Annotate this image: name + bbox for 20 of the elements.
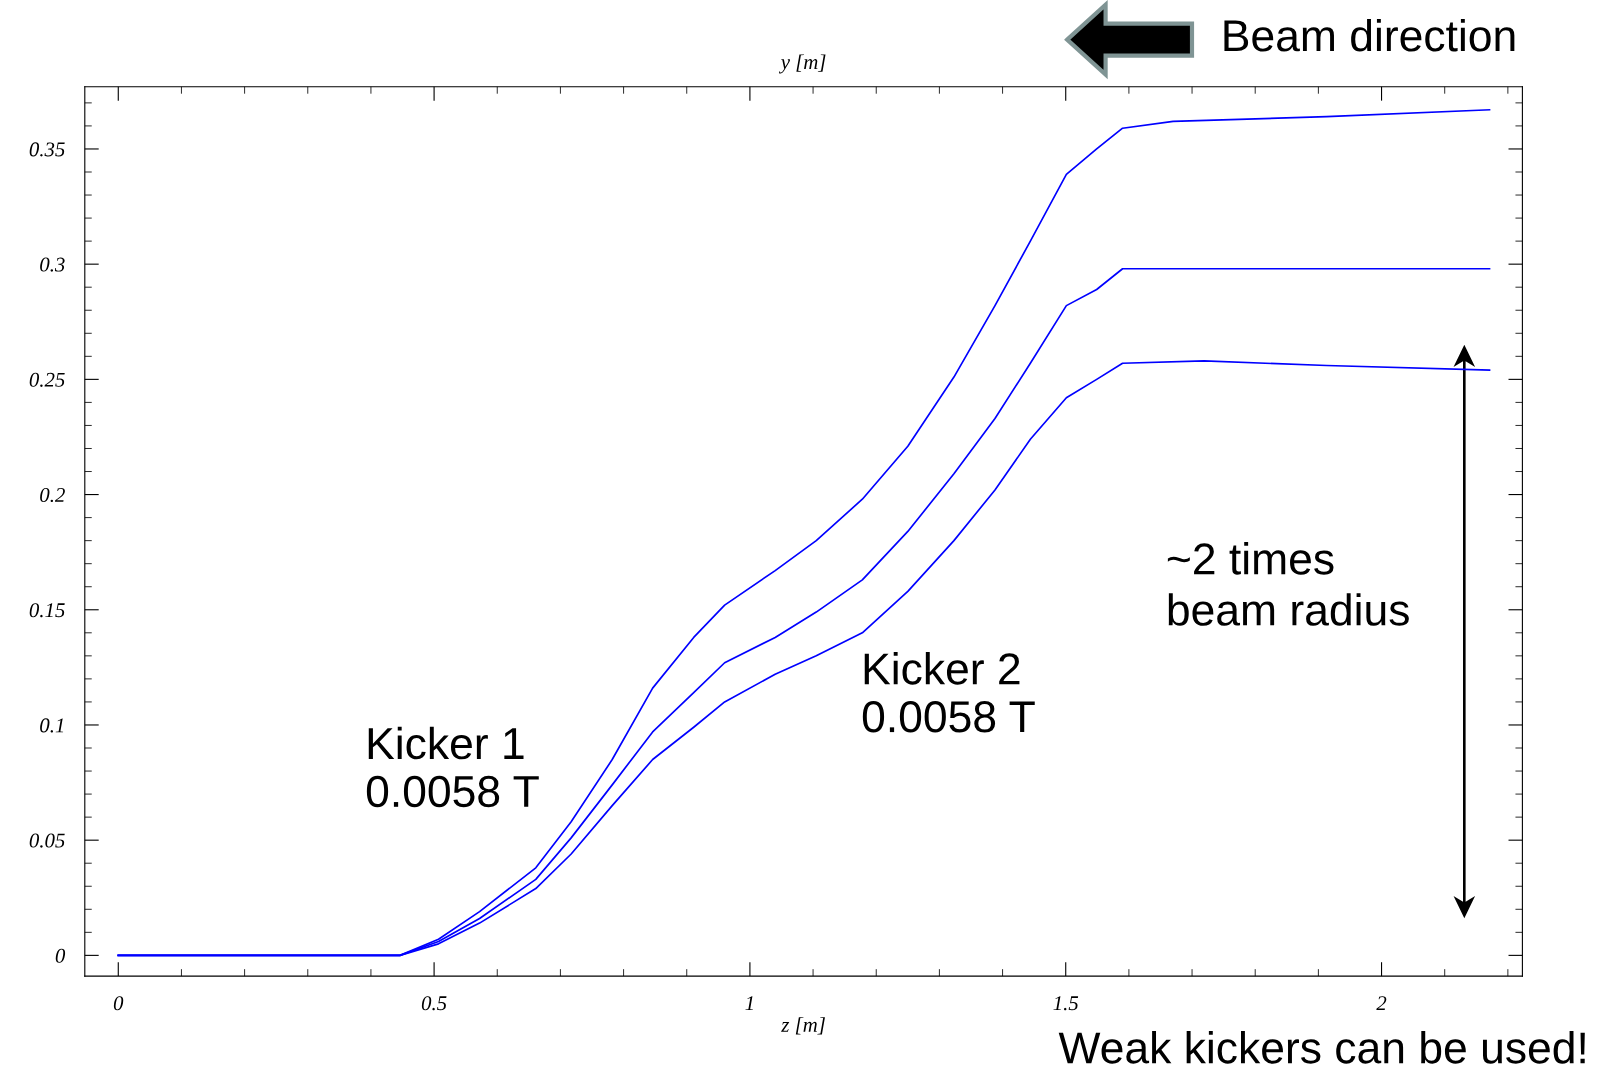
text: Weak kickers can be used! — [1058, 1031, 1585, 1064]
annotation: Kicker 1 0.0058 T — [366, 726, 539, 808]
x-tick-label: 1.5 — [1053, 996, 1079, 1011]
annotation: ~2 times beam radius — [1167, 542, 1409, 626]
y-tick-label: 0.2 — [40, 487, 65, 503]
y-tick-label: 0.25 — [29, 372, 65, 387]
y-tick-label: 0.1 — [40, 718, 64, 733]
y-tick-label: 0 — [55, 948, 66, 963]
y-axis-title: y [m] — [779, 54, 826, 74]
x-tick-label: 0.5 — [421, 996, 447, 1011]
text: Beam direction — [1224, 18, 1515, 52]
x-tick-label: 2 — [1376, 996, 1387, 1011]
x-axis-title: z [m] — [781, 1017, 825, 1035]
y-tick-label: 0.35 — [29, 142, 65, 157]
y-tick-label: 0.3 — [40, 257, 65, 272]
y-tick-label: 0.15 — [29, 603, 65, 618]
x-tick-label: 0 — [113, 996, 124, 1011]
y-tick-label: 0.05 — [29, 833, 65, 848]
x-tick-label: 1 — [745, 996, 753, 1011]
annotation: Kicker 2 0.0058 T — [862, 652, 1035, 733]
